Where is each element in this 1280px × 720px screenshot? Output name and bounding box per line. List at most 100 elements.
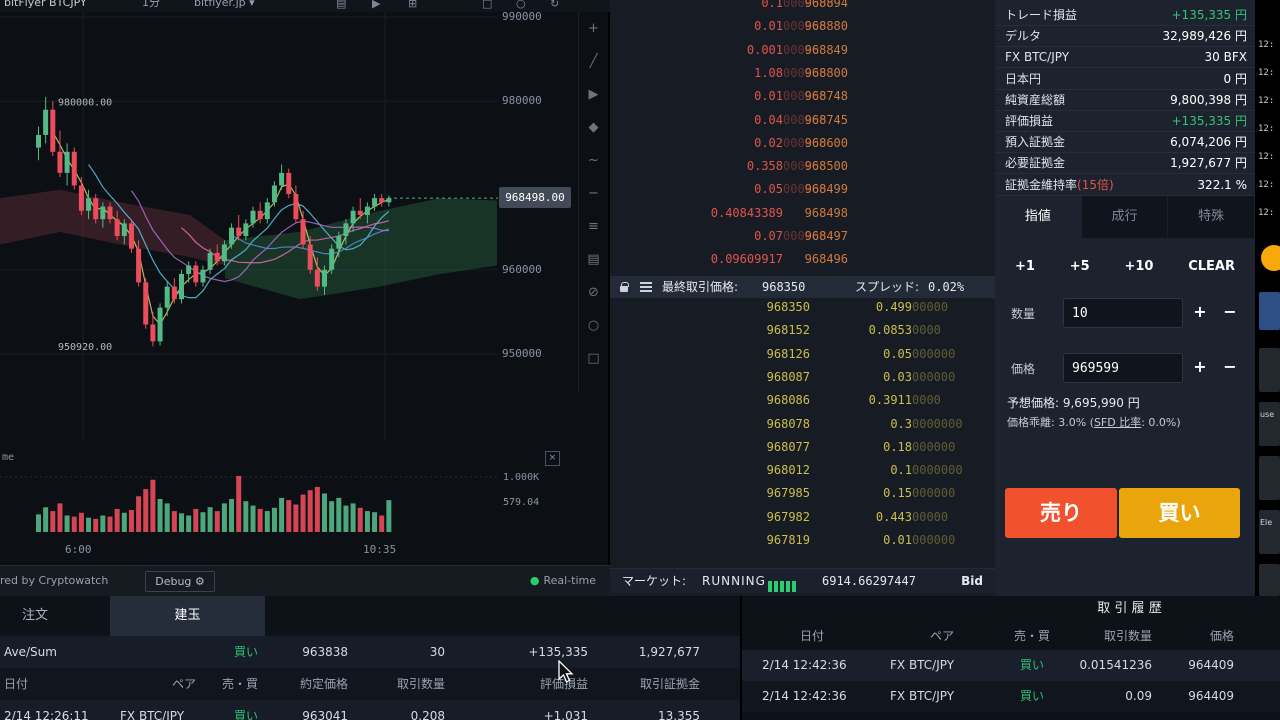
ask-row[interactable]: 0.001 00000 968849 [746,42,848,57]
measure-tool-icon[interactable]: − [588,186,599,201]
cell [115,636,200,668]
cell: 2/14 12:42:36 [762,689,847,703]
chart-toolbar: bitFlyer BTCJPY 1分 bitflyer.jp ▾ ▤ ▶ ⊞ □ ○ ↻ [0,0,610,12]
cell: 13,355 [658,709,700,720]
price-axis[interactable]: 968498.00 990000 980000 960000 950000 [498,10,576,440]
menu-icon[interactable] [640,286,652,288]
lock-icon[interactable] [620,282,629,292]
time-label: 10:35 [363,543,397,556]
cell: 取引証拠金 [639,677,700,691]
account-row: 証拠金維持率(15倍) 322.1 % [995,175,1255,196]
price-chart[interactable]: 980000.00 950920.00 [0,12,498,440]
bid-row[interactable]: 968077 0.18 000000 [766,439,956,454]
realtime-dot-icon: ● [529,574,540,587]
bid-row[interactable]: 968152 0.0853 0000 [766,323,941,338]
ask-row[interactable]: 0.04 000000 968745 [754,112,848,127]
cell: 2/14 12:42:36 [762,658,847,672]
price-minus-icon[interactable]: − [1223,357,1237,376]
exchange-selector[interactable]: bitflyer.jp ▾ [194,0,255,9]
trendline-tool-icon[interactable]: ╱ [589,54,598,69]
menu-tool-icon[interactable]: ≡ [588,219,599,234]
ask-row[interactable]: 0.02 000000 968600 [754,135,848,150]
account-row: FX BTC/JPY 30 BFX [995,47,1255,69]
volume-chart[interactable] [0,440,498,536]
cursor-icon[interactable]: ▶ [372,0,381,10]
price-label: 価格 [1011,362,1036,376]
svg-text:950920.00: 950920.00 [58,342,112,353]
cell: 964409 [1188,689,1234,703]
debug-button[interactable]: Debug ⚙ [145,571,215,592]
ellipse-tool-icon[interactable]: ○ [587,318,600,333]
grid-icon[interactable]: ⊞ [408,0,418,10]
video-thumbnail[interactable] [1259,456,1280,500]
sell-button[interactable]: 売り [1005,488,1117,538]
order-type-tab[interactable]: 成行 [1082,196,1169,238]
price-plus-icon[interactable]: + [1193,357,1207,376]
ask-row[interactable]: 0.40843389 968498 [710,205,848,220]
quick-amount-button[interactable]: +10 [1124,258,1154,274]
wave-tool-icon[interactable]: ~ [588,153,599,168]
volume-close-icon[interactable]: × [545,451,560,466]
sfd-ratio-link[interactable]: SFD 比率 [1093,416,1142,429]
order-type-tab[interactable]: 特殊 [1168,196,1256,238]
video-thumbnail[interactable] [1259,348,1280,392]
video-thumbnail[interactable] [1259,292,1280,330]
tab-orders[interactable]: 注文 [22,608,49,623]
quick-amount-button[interactable]: +1 [1015,258,1035,274]
marker-tool-icon[interactable]: ◆ [588,120,599,135]
quantity-plus-icon[interactable]: + [1193,302,1207,321]
indicators-icon[interactable]: ▤ [336,0,347,10]
pointer-tool-icon[interactable]: ▶ [588,87,599,102]
erase-tool-icon[interactable]: ⊘ [588,285,599,300]
cell: ペア [171,677,196,691]
ask-row[interactable]: 0.01 000000 968880 [754,19,848,34]
rect-tool-icon[interactable]: □ [587,351,600,366]
ask-row[interactable]: 0.05 000000 968499 [754,182,848,197]
interval-selector[interactable]: 1分 [142,0,160,9]
bid-row[interactable]: 967985 0.15 000000 [766,486,956,501]
layout-icon[interactable]: □ [482,0,493,10]
ask-row[interactable]: 0.1 0000000 968894 [761,0,848,10]
bid-row[interactable]: 968087 0.03 000000 [766,369,956,384]
video-thumbnail[interactable] [1259,564,1280,596]
bid-row[interactable]: 967982 0.443 00000 [766,509,949,524]
tab-positions[interactable]: 建玉 [110,596,265,636]
time-label: 6:00 [65,543,92,556]
refresh-icon[interactable]: ↻ [550,0,560,10]
buy-button[interactable]: 買い [1119,488,1240,538]
ask-row[interactable]: 0.07 000000 968497 [754,229,848,243]
quantity-input[interactable] [1063,298,1183,328]
bid-row[interactable]: 967819 0.01 000000 [766,533,956,547]
table-header-row: 日付 ペア 売・買 約定価格 取引数量 評価損益 取引証拠金 [0,668,740,700]
video-thumbnail[interactable] [1259,402,1280,446]
bid-row[interactable]: 968350 0.499 00000 [766,300,949,314]
bid-row[interactable]: 968078 0.3 0000000 [766,416,963,431]
video-thumbnail[interactable] [1259,510,1280,554]
account-row: 純資産総額 9,800,398 円 [995,90,1255,111]
quick-amount-button[interactable]: +5 [1069,258,1090,274]
channel-avatar[interactable] [1261,245,1280,271]
volume-grid-label: 1.000K [503,472,540,483]
ask-row[interactable]: 0.09609917 968496 [710,252,848,267]
quantity-minus-icon[interactable]: − [1223,302,1237,321]
layers-tool-icon[interactable]: ▤ [587,252,600,267]
bid-row[interactable]: 968086 0.3911 0000 [766,393,941,408]
order-type-tab[interactable]: 指値 [995,196,1082,238]
bid-row[interactable]: 968012 0.1 0000000 [766,463,963,478]
shapes-icon[interactable]: ○ [516,0,526,10]
ask-row[interactable]: 1.08 000000 968800 [754,65,848,80]
price-input[interactable] [1063,353,1183,383]
bid-row[interactable]: 968126 0.05 000000 [766,346,956,361]
ask-row[interactable]: 0.01 000000 968748 [754,89,848,104]
ask-list: 0.1 0000000 968894 0.01 000000 968880 0.001 000… [610,0,995,276]
mouse-cursor [558,660,574,683]
cell: 売・買 [221,677,258,691]
cell: Ave/Sum [4,645,57,659]
cell: 価格 [1209,629,1234,643]
crosshair-tool-icon[interactable]: + [588,21,599,36]
price-row: 価格 + − [995,351,1255,385]
ask-row[interactable]: 0.358 00000 968500 [746,159,848,174]
last-trade-label: 最終取引価格: [662,280,739,294]
clear-button[interactable]: CLEAR [1188,258,1235,274]
